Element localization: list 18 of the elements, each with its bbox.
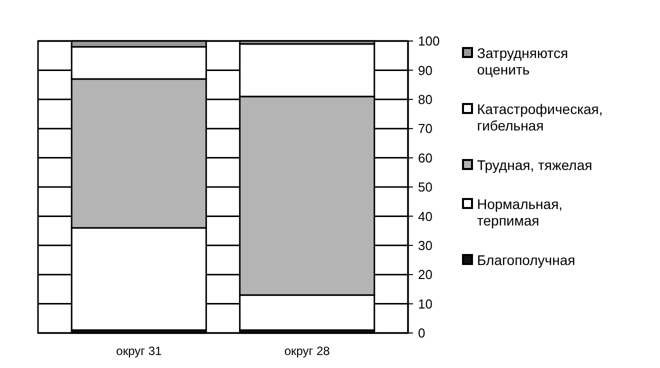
y-tick-label: 10 — [418, 296, 432, 312]
legend-label: Благополучная — [477, 252, 576, 268]
y-tick-label: 50 — [418, 180, 432, 195]
x-tick-label: округ 31 — [116, 344, 162, 358]
y-tick-label: 80 — [418, 92, 432, 107]
y-tick-label: 70 — [418, 121, 432, 136]
y-tick-label: 90 — [418, 62, 432, 78]
y-tick-label: 100 — [418, 34, 440, 49]
y-tick-label: 20 — [418, 267, 432, 282]
legend-label: Нормальная, терпимая — [477, 196, 563, 229]
legend-label: Катастрофическая, гибельная — [477, 100, 603, 134]
x-tick-label: округ 28 — [284, 344, 330, 358]
legend-label: Трудная, тяжелая — [477, 156, 592, 173]
legend-label: Затрудняются оценить — [477, 44, 568, 78]
y-tick-label: 40 — [418, 208, 432, 224]
y-tick-label: 0 — [418, 326, 426, 341]
y-tick-label: 60 — [418, 150, 432, 166]
y-tick-label: 30 — [418, 238, 432, 253]
